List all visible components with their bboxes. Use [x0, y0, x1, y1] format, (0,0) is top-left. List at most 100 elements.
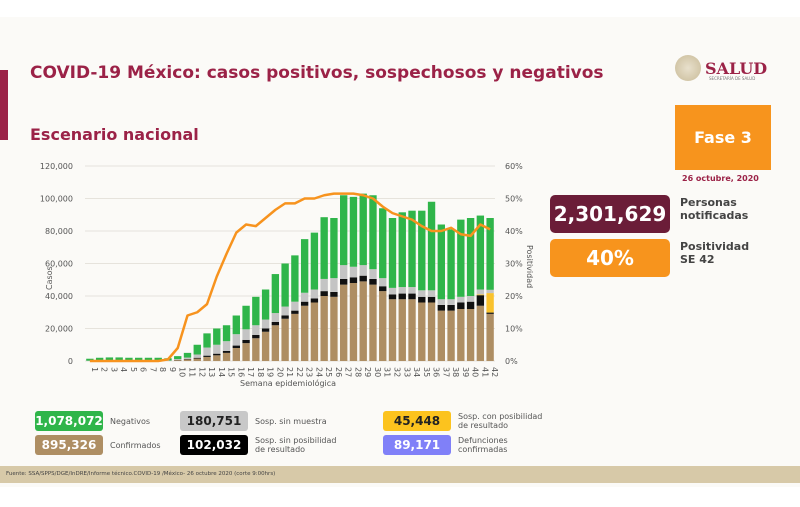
bar-segment-confirmados — [213, 355, 221, 361]
bar-segment-sosp-sin-muestra — [203, 347, 211, 356]
bar-segment-sosp-sin-posibilidad-de-resultado — [486, 312, 494, 314]
legend-label: Sosp. sin posibilidad de resultado — [255, 436, 337, 454]
bar-segment-sosp-sin-muestra — [310, 289, 319, 299]
bar-segment-sosp-sin-muestra — [349, 266, 358, 278]
bar-segment-sosp-sin-posibilidad-de-resultado — [379, 286, 387, 292]
bar-segment-sosp-sin-muestra — [427, 290, 436, 297]
bar-segment-sosp-sin-posibilidad-de-resultado — [388, 294, 397, 300]
bar-segment-sosp-sin-posibilidad-de-resultado — [359, 275, 367, 282]
legend-label: Defunciones confirmadas — [458, 436, 508, 454]
bar-segment-sosp-sin-muestra — [476, 289, 485, 295]
bar-segment-confirmados — [457, 309, 465, 361]
bar-segment-sosp-con-posibilidad-de-resultado — [476, 294, 485, 296]
bar-segment-negativos — [291, 255, 299, 302]
bar-segment-confirmados — [281, 318, 289, 361]
bar-segment-confirmados — [369, 284, 377, 361]
x-tick-label: 14 — [217, 367, 226, 377]
logo-subtext: SECRETARÍA DE SALUD — [709, 76, 756, 81]
bar-segment-negativos — [310, 232, 319, 290]
x-tick-label: 29 — [363, 367, 372, 377]
bar-segment-sosp-sin-posibilidad-de-resultado — [242, 339, 250, 344]
bar-segment-sosp-sin-muestra — [193, 354, 201, 358]
x-tick-label: 22 — [295, 367, 304, 377]
x-tick-label: 13 — [207, 367, 216, 377]
y-tick-label: 80,000 — [45, 227, 73, 236]
legend-value-box: 102,032 — [180, 435, 248, 455]
bar-segment-sosp-sin-muestra — [222, 341, 231, 351]
bar-segment-confirmados — [261, 331, 270, 361]
bar-segment-negativos — [222, 325, 231, 342]
bar-segment-confirmados — [379, 291, 387, 361]
bar-segment-sosp-sin-posibilidad-de-resultado — [300, 301, 309, 306]
bar-segment-sosp-sin-posibilidad-de-resultado — [447, 304, 455, 311]
bar-segment-confirmados — [427, 302, 436, 361]
bar-segment-negativos — [144, 357, 153, 361]
x-tick-label: 33 — [402, 367, 411, 377]
bar-segment-negativos — [388, 218, 397, 288]
bar-segment-sosp-sin-muestra — [359, 265, 367, 276]
bar-segment-confirmados — [388, 299, 397, 361]
x-tick-label: 12 — [197, 367, 206, 377]
positivity-label: Positividad SE 42 — [680, 240, 749, 266]
x-tick-label: 38 — [451, 367, 460, 377]
bar-segment-negativos — [408, 210, 416, 288]
bar-segment-sosp-sin-posibilidad-de-resultado — [466, 301, 475, 309]
source-footer: Fuente: SSA/SPPS/DGE/InDRE/Informe técni… — [0, 466, 800, 483]
bar-segment-negativos — [418, 210, 426, 291]
bar-segment-sosp-sin-posibilidad-de-resultado — [193, 357, 201, 359]
y-tick-label: 40,000 — [45, 292, 73, 301]
x-tick-label: 8 — [158, 367, 167, 372]
y2-tick-label: 50% — [505, 195, 523, 204]
bar-segment-confirmados — [330, 296, 338, 361]
bar-segment-negativos — [359, 193, 367, 266]
bar-segment-negativos — [115, 357, 123, 361]
bar-segment-confirmados — [174, 360, 182, 361]
y2-tick-label: 40% — [505, 227, 523, 236]
bar-segment-sosp-sin-muestra — [408, 287, 416, 294]
x-tick-label: 25 — [324, 367, 333, 377]
bar-segment-sosp-sin-muestra — [398, 287, 406, 294]
y2-axis-label: Positividad — [525, 245, 534, 288]
bar-segment-sosp-sin-posibilidad-de-resultado — [408, 293, 416, 300]
bar-segment-sosp-sin-muestra — [281, 306, 289, 316]
bar-segment-sosp-sin-posibilidad-de-resultado — [340, 278, 348, 285]
bar-segment-sosp-sin-posibilidad-de-resultado — [213, 353, 221, 356]
bar-segment-sosp-sin-posibilidad-de-resultado — [418, 296, 426, 303]
bar-segment-sosp-sin-posibilidad-de-resultado — [252, 335, 260, 339]
bar-segment-negativos — [86, 358, 94, 361]
bar-segment-sosp-sin-muestra — [252, 325, 260, 335]
page-title: COVID-19 México: casos positivos, sospec… — [30, 63, 604, 83]
salud-logo: SALUD — [675, 55, 767, 81]
logo-text: SALUD — [705, 58, 768, 78]
x-tick-label: 24 — [314, 367, 323, 377]
bar-segment-sosp-sin-muestra — [388, 287, 397, 295]
bar-segment-negativos — [466, 218, 475, 296]
x-tick-label: 5 — [129, 367, 138, 372]
legend-label: Sosp. con posibilidad de resultado — [458, 412, 543, 430]
x-tick-label: 28 — [353, 367, 362, 377]
bar-segment-sosp-sin-posibilidad-de-resultado — [437, 304, 445, 311]
bar-segment-sosp-sin-posibilidad-de-resultado — [281, 315, 289, 319]
bar-segment-negativos — [398, 212, 406, 288]
x-tick-label: 39 — [461, 367, 470, 377]
x-tick-label: 3 — [109, 367, 118, 372]
bar-segment-sosp-sin-posibilidad-de-resultado — [476, 295, 485, 306]
bar-segment-confirmados — [242, 343, 250, 361]
legend-value-box: 89,171 — [383, 435, 451, 455]
bar-segment-sosp-sin-muestra — [232, 334, 240, 346]
x-tick-label: 16 — [236, 367, 245, 377]
bar-segment-sosp-sin-muestra — [300, 292, 309, 302]
bar-segment-sosp-sin-muestra — [457, 296, 465, 303]
title-accent-bar — [0, 70, 8, 140]
bar-segment-negativos — [95, 357, 104, 361]
x-axis-label: Semana epidemiológica — [240, 378, 336, 388]
x-tick-label: 20 — [275, 367, 284, 377]
legend-label: Confirmados — [110, 441, 161, 450]
bar-segment-sosp-sin-muestra — [242, 329, 250, 340]
bar-segment-negativos — [437, 224, 445, 300]
bar-segment-sosp-sin-muestra — [437, 299, 445, 305]
bar-segment-negativos — [135, 357, 143, 361]
x-tick-label: 2 — [100, 367, 109, 372]
y2-tick-label: 0% — [505, 357, 518, 366]
